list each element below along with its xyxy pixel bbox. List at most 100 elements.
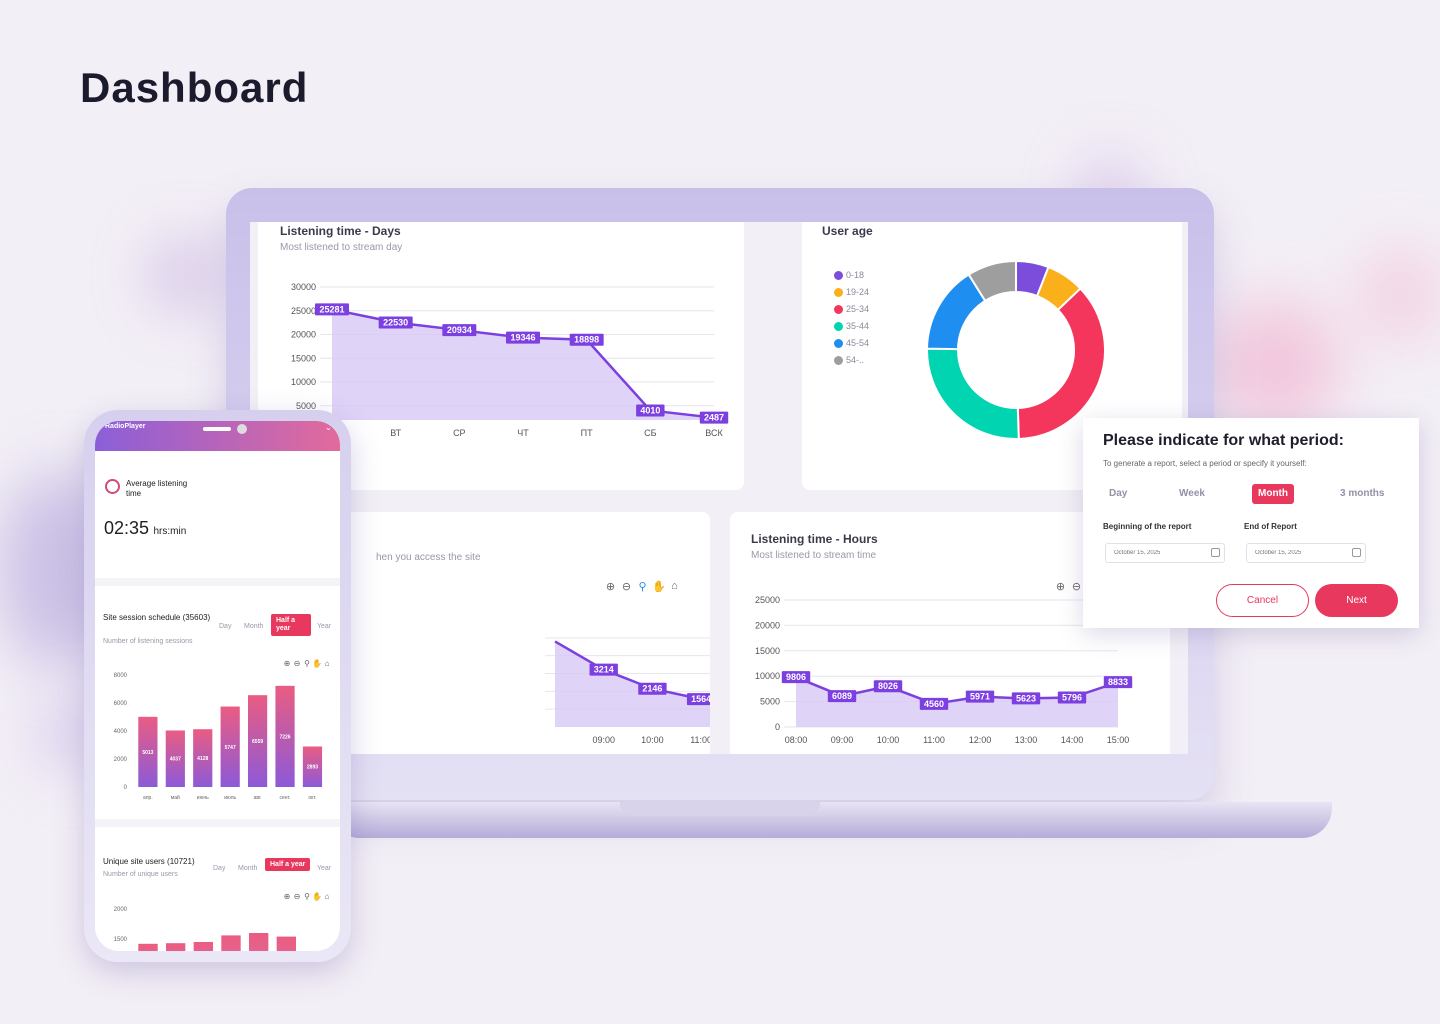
zoom-in-icon[interactable]: ⊕: [1055, 581, 1066, 593]
sessions-tab-day[interactable]: Day: [219, 623, 232, 630]
x-tick-label: сент.: [279, 795, 290, 801]
data-label: 9806: [786, 672, 806, 682]
bar: [165, 730, 185, 787]
x-tick-label: СР: [453, 428, 466, 438]
data-label-bg: [1057, 691, 1087, 704]
dialog-description: To generate a report, select a period or…: [1103, 459, 1307, 468]
period-option-day[interactable]: Day: [1109, 488, 1128, 499]
y-tick-label: 20000: [755, 620, 780, 630]
users-tab-month[interactable]: Month: [238, 865, 258, 872]
users-tab-half-year[interactable]: Half a year: [265, 858, 311, 871]
bar: [302, 746, 323, 787]
zoom-out-icon[interactable]: ⊖: [293, 892, 301, 901]
sessions-title: Site session schedule (35603): [103, 613, 211, 622]
hours-card-title: Listening time - Hours: [751, 532, 878, 546]
cancel-button[interactable]: Cancel: [1216, 584, 1309, 617]
home-icon[interactable]: ⌂: [671, 580, 678, 592]
bar-value-label: 4128: [197, 756, 208, 762]
search-icon[interactable]: ⚲: [638, 581, 647, 593]
data-label-bg: [638, 682, 667, 695]
legend-item[interactable]: 35-44: [834, 321, 869, 331]
y-tick-label: 10000: [291, 377, 316, 387]
legend-label: 35-44: [846, 321, 870, 331]
pan-hand-icon[interactable]: ✋: [312, 892, 322, 901]
y-tick-label: 4000: [114, 729, 128, 735]
legend-item[interactable]: 54-..: [834, 355, 869, 365]
users-title: Unique site users (10721): [103, 857, 195, 866]
zoom-in-icon[interactable]: ⊕: [283, 892, 291, 901]
y-tick-label: 25000: [291, 306, 316, 316]
sessions-tab-half-year[interactable]: Half a year: [271, 614, 311, 636]
search-icon[interactable]: ⚲: [304, 659, 310, 668]
period-option-month[interactable]: Month: [1252, 484, 1294, 504]
legend-item[interactable]: 0-18: [834, 270, 869, 280]
sessions-subtitle: Number of listening sessions: [103, 638, 193, 645]
laptop-base: [330, 802, 1332, 838]
data-label-bg: [442, 324, 477, 337]
chart-toolbar: ⊕ ⊖: [1054, 580, 1083, 593]
data-label: 1564: [691, 694, 710, 704]
x-tick-label: 15:00: [1107, 735, 1130, 745]
users-tab-day[interactable]: Day: [213, 865, 226, 872]
data-label: 8026: [878, 681, 898, 691]
age-donut-chart: [925, 259, 1106, 440]
x-tick-label: ВСК: [705, 428, 723, 438]
chevron-down-icon[interactable]: ⌄: [325, 423, 332, 432]
age-card-title: User age: [822, 224, 873, 238]
sessions-bar-chart: 8000 6000 4000 2000 0 5013 апр. 4037 май 4128 июнь…: [114, 673, 323, 801]
legend-item[interactable]: 25-34: [834, 304, 869, 314]
y-tick-label: 15000: [755, 646, 780, 656]
zoom-out-icon[interactable]: ⊖: [293, 659, 301, 668]
legend-item[interactable]: 45-54: [834, 338, 869, 348]
calendar-icon[interactable]: [1211, 548, 1220, 557]
calendar-icon[interactable]: [1352, 548, 1361, 557]
zoom-out-icon[interactable]: ⊖: [1071, 581, 1082, 593]
pan-hand-icon[interactable]: ✋: [652, 581, 666, 593]
bar: [220, 706, 240, 787]
zoom-out-icon[interactable]: ⊖: [621, 581, 632, 593]
bar: [193, 729, 213, 787]
x-tick-label: окт.: [308, 795, 316, 801]
data-label-bg: [873, 680, 903, 693]
home-icon[interactable]: ⌂: [324, 892, 330, 901]
search-icon[interactable]: ⚲: [304, 892, 310, 901]
home-icon[interactable]: ⌂: [324, 659, 330, 668]
data-label-bg: [589, 663, 618, 676]
zoom-in-icon[interactable]: ⊕: [283, 659, 291, 668]
data-label: 18898: [574, 335, 599, 345]
period-option-week[interactable]: Week: [1179, 488, 1205, 499]
x-tick-label: июнь: [197, 795, 209, 801]
background-blob: [1360, 250, 1440, 340]
legend-label: 0-18: [846, 270, 865, 280]
begin-date-label: Beginning of the report: [1103, 522, 1192, 531]
legend-item[interactable]: 19-24: [834, 287, 869, 297]
next-button[interactable]: Next: [1315, 584, 1398, 617]
y-tick-label: 0: [124, 785, 128, 791]
y-tick-label: 2000: [114, 757, 128, 763]
bar: [248, 695, 268, 787]
legend-label: 19-24: [846, 287, 870, 297]
users-tab-year[interactable]: Year: [317, 865, 332, 872]
chart-toolbar: ⊕ ⊖ ⚲ ✋ ⌂: [604, 580, 681, 593]
data-label: 4560: [924, 699, 944, 709]
data-label-bg: [686, 693, 710, 706]
end-date-label: End of Report: [1244, 522, 1297, 531]
laptop-notch: [620, 802, 820, 816]
pan-hand-icon[interactable]: ✋: [312, 659, 322, 668]
phone-camera: [237, 424, 247, 434]
sessions-tab-year[interactable]: Year: [317, 623, 332, 630]
session-card-subtitle: hen you access the site: [376, 552, 481, 563]
sessions-tab-month[interactable]: Month: [244, 623, 264, 630]
data-label: 25281: [319, 304, 344, 314]
begin-date-input[interactable]: [1105, 543, 1225, 563]
x-tick-label: 13:00: [1015, 735, 1038, 745]
period-option-3-months[interactable]: 3 months: [1340, 488, 1385, 499]
end-date-input[interactable]: [1246, 543, 1366, 563]
bar-value-label: 5013: [142, 750, 153, 756]
zoom-in-icon[interactable]: ⊕: [605, 581, 616, 593]
data-label: 2146: [642, 684, 662, 694]
bar: [138, 943, 158, 951]
x-tick-label: апр.: [143, 795, 153, 801]
data-label: 19346: [510, 333, 535, 343]
x-tick-label: ВТ: [390, 428, 401, 438]
